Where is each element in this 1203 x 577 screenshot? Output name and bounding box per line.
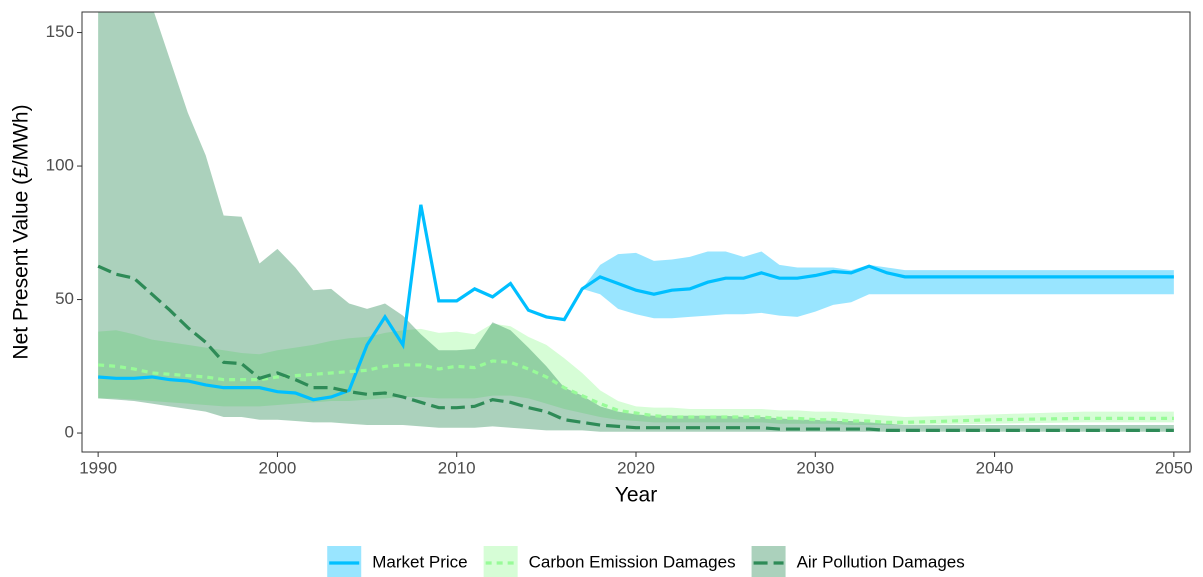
legend-label: Carbon Emission Damages [529,552,736,571]
x-tick-label: 2050 [1155,458,1193,477]
plot-area [97,12,1174,432]
x-tick-label: 2020 [617,458,655,477]
y-axis-title: Net Present Value (£/MWh) [10,104,33,359]
y-tick-label: 0 [65,423,74,442]
series-line [97,264,1174,432]
legend: Market Price Carbon Emission Damages Air P… [327,546,965,577]
x-tick-label: 2030 [796,458,834,477]
y-tick-label: 150 [46,22,74,41]
x-tick-label: 2000 [259,458,297,477]
legend-item: Market Price [327,546,468,577]
y-tick-label: 50 [55,289,74,308]
ribbon [582,251,1174,319]
series-line [98,204,1174,402]
x-tick-label: 2040 [976,458,1014,477]
y-tick-label: 100 [46,156,74,175]
x-tick-label: 1990 [79,458,117,477]
legend-item: Carbon Emission Damages [483,546,736,577]
x-axis-title: Year [615,484,657,507]
x-tick-label: 2010 [438,458,476,477]
legend-item: Air Pollution Damages [751,546,965,577]
series-line [98,359,1174,424]
legend-label: Market Price [372,552,467,571]
legend-label: Air Pollution Damages [797,552,965,571]
ribbon [98,12,1174,432]
